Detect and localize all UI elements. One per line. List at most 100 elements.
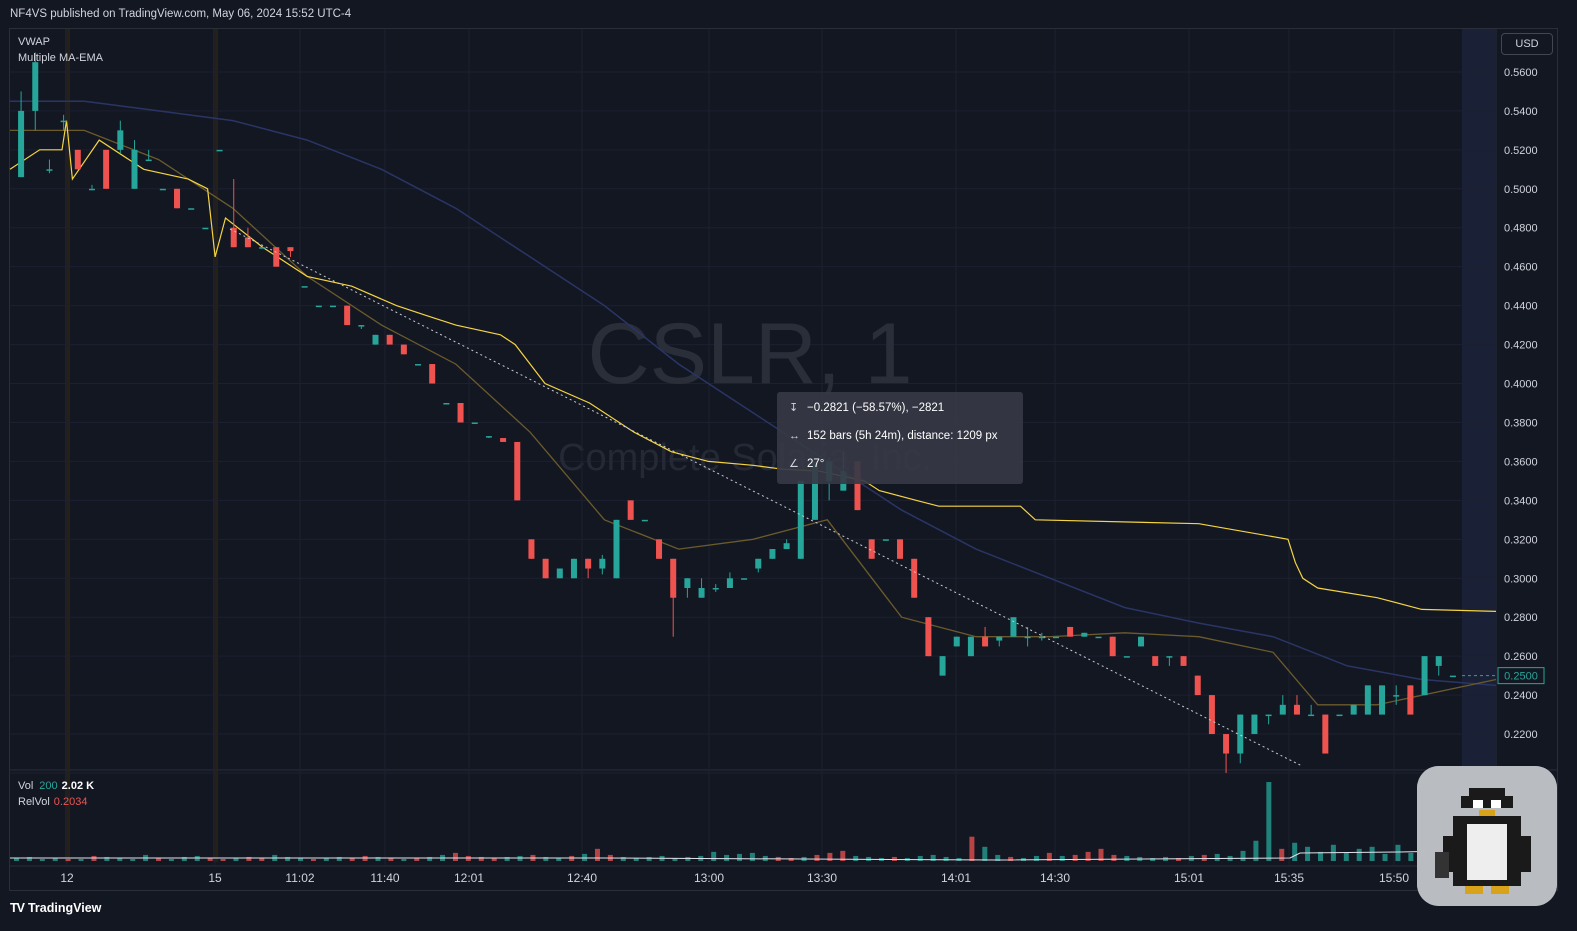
candle-body xyxy=(556,568,563,579)
y-tick-label: 0.2400 xyxy=(1504,690,1538,702)
candle-body xyxy=(273,247,280,267)
candle-body xyxy=(882,539,889,541)
volume-bar xyxy=(1214,853,1220,861)
candle-body xyxy=(1435,656,1442,666)
candle-body xyxy=(967,636,974,657)
candle-body xyxy=(1407,685,1414,715)
volume-bar xyxy=(349,857,355,861)
candle-body xyxy=(939,656,946,676)
ema-slow-line xyxy=(10,100,1497,687)
current-price-label: 0.2500 xyxy=(1504,671,1538,683)
candle-body xyxy=(641,519,648,522)
volume-ma-line xyxy=(10,849,1497,861)
volume-bar xyxy=(207,857,213,861)
volume-bar xyxy=(323,857,329,861)
y-tick-label: 0.4200 xyxy=(1504,340,1538,352)
y-tick-label: 0.3800 xyxy=(1504,417,1538,429)
x-tick-label: 11:02 xyxy=(285,871,314,885)
candle-body xyxy=(585,558,592,569)
candle-body xyxy=(1180,656,1187,666)
volume-bar xyxy=(982,846,988,861)
volume-bar xyxy=(1292,842,1298,861)
relvol-legend[interactable]: RelVol 0.2034 xyxy=(18,796,87,808)
x-tick-label: 15:50 xyxy=(1379,871,1409,885)
candle-body xyxy=(344,305,351,326)
vwap-legend[interactable]: VWAP xyxy=(18,36,50,48)
volume-bar xyxy=(1059,855,1065,861)
candle-body xyxy=(1166,656,1173,658)
candle-body xyxy=(117,130,124,150)
bar-range-icon: ↔ xyxy=(789,430,800,442)
candle-body xyxy=(1067,626,1074,637)
volume-bar xyxy=(427,856,433,861)
volume-bar xyxy=(917,855,923,861)
volume-bar xyxy=(246,856,252,861)
x-tick-label: 15:01 xyxy=(1174,871,1204,885)
candle-body xyxy=(868,539,875,559)
tooltip-bars-row: ↔ 152 bars (5h 24m), distance: 1209 px xyxy=(789,428,998,444)
candle-body xyxy=(471,422,478,424)
candle-body xyxy=(797,480,804,559)
candle-body xyxy=(1336,714,1343,717)
candle-body xyxy=(1052,636,1059,639)
tooltip-price-row: ↧ −0.2821 (−58.57%), −2821 xyxy=(789,400,944,416)
candle-body xyxy=(1265,714,1272,717)
volume-bar xyxy=(814,854,820,861)
candle-body xyxy=(982,636,989,647)
angle-icon: ∠ xyxy=(789,458,799,470)
volume-bar xyxy=(478,856,484,861)
volume-bar xyxy=(1046,852,1052,861)
volume-bar xyxy=(117,857,123,861)
candle-body xyxy=(528,539,535,559)
candle-body xyxy=(911,558,918,598)
y-tick-label: 0.2600 xyxy=(1504,651,1538,663)
candle-body xyxy=(216,149,223,152)
volume-bar xyxy=(1201,854,1207,861)
candle-body xyxy=(386,334,393,345)
candle-body xyxy=(741,578,748,580)
candle-body xyxy=(1421,656,1428,696)
volume-bar xyxy=(1266,782,1272,861)
candle-body xyxy=(429,364,436,384)
penguin-avatar-icon xyxy=(1417,766,1557,906)
volume-bar xyxy=(1150,857,1156,861)
candle-body xyxy=(514,441,521,501)
ma-legend[interactable]: Multiple MA-EMA xyxy=(18,52,103,64)
volume-bar xyxy=(401,858,407,861)
volume-legend[interactable]: Vol 200 2.02 K xyxy=(18,780,94,792)
candle-body xyxy=(18,110,25,178)
volume-bar xyxy=(556,857,562,861)
candle-body xyxy=(443,403,450,405)
x-tick-label: 14:01 xyxy=(941,871,971,885)
x-tick-label: 15 xyxy=(208,871,222,885)
volume-bar xyxy=(168,858,174,861)
volume-bar xyxy=(310,858,316,861)
volume-bar xyxy=(156,857,162,861)
tradingview-logo[interactable]: ТV TradingView xyxy=(10,901,101,915)
candle-body xyxy=(726,578,733,588)
candle-body xyxy=(159,188,166,191)
volume-bar xyxy=(711,851,717,861)
candle-body xyxy=(925,617,932,657)
volume-bar xyxy=(1343,852,1349,861)
volume-bar xyxy=(78,858,84,861)
candle-body xyxy=(1251,714,1258,735)
candle-body xyxy=(1322,714,1329,754)
currency-button[interactable]: USD xyxy=(1501,33,1553,55)
volume-bar xyxy=(1175,857,1181,861)
candle-body xyxy=(811,461,818,520)
brand-name: TradingView xyxy=(27,901,102,915)
volume-bar xyxy=(1253,840,1259,861)
candle-body xyxy=(145,159,152,162)
volume-bar xyxy=(1008,856,1014,861)
volume-bar xyxy=(504,856,510,861)
y-tick-label: 0.3400 xyxy=(1504,495,1538,507)
candle-body xyxy=(670,558,677,598)
volume-bar xyxy=(181,856,187,861)
candle-body xyxy=(259,247,266,249)
candle-body xyxy=(1123,656,1130,658)
volume-period: 200 xyxy=(39,780,58,792)
relvol-label: RelVol xyxy=(18,796,50,808)
volume-bar xyxy=(39,858,45,861)
